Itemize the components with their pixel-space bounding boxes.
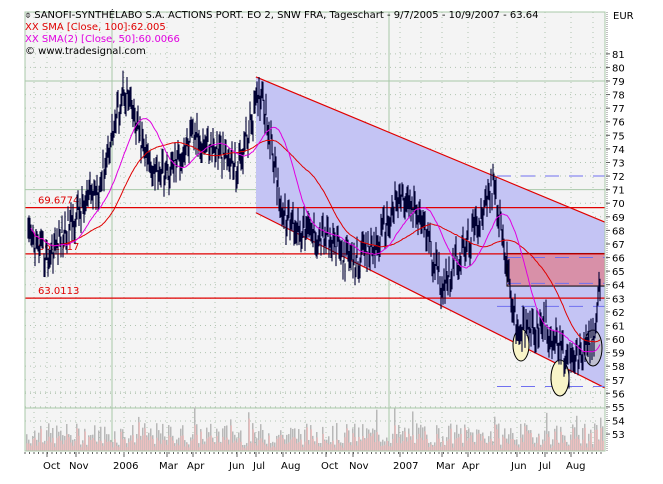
x-tick-label: Apr [462,461,480,472]
y-tick-label: 67 [612,240,625,251]
x-tick-label: Aug [566,461,586,472]
x-tick-label: Mar [436,461,456,472]
x-tick-label: Jun [228,461,245,472]
y-tick-label: 65 [612,267,625,278]
y-tick-label: 62 [612,308,625,319]
y-tick-label: 58 [612,362,625,373]
y-tick-label: 75 [612,131,625,142]
y-tick-label: 57 [612,376,625,387]
y-tick-label: 56 [612,389,625,400]
x-tick-label: 2006 [113,461,138,472]
candlestick-icon: ⌽ [25,10,35,21]
resistance-zone [506,252,606,287]
legend-sma100: XX SMA [Close, 100]:62.005 [25,22,166,33]
y-tick-label: 80 [612,63,625,74]
x-tick-label: Jun [510,461,527,472]
y-tick-label: 64 [612,281,625,292]
y-tick-label: 53 [612,430,625,441]
level-label: 66.2717 [38,242,79,253]
level-label: 63.0113 [38,286,79,297]
x-tick-label: Mar [159,461,179,472]
y-tick-label: 81 [612,50,625,61]
x-tick-label: Nov [69,461,89,472]
y-tick-label: 69 [612,213,625,224]
x-tick-label: Oct [43,461,60,472]
y-tick-label: 66 [612,254,625,265]
y-tick-label: 79 [612,77,625,88]
y-tick-label: 63 [612,294,625,305]
y-tick-label: 72 [612,172,625,183]
x-tick-label: Aug [281,461,301,472]
series-marker-icon: XX [25,34,42,45]
currency-label: EUR [613,11,634,22]
x-axis: Oct Nov 2006 Mar Apr Jun Jul Aug Oct Nov 2007 Mar Ap… [24,452,602,472]
chart-title: ⌽ SANOFI-SYNTHÉLABO S.A. ACTIONS PORT. E… [25,10,539,21]
series-marker-icon: XX [25,22,42,33]
channel-lower [255,212,606,389]
y-tick-label: 77 [612,104,625,115]
x-tick-label: Jul [538,461,551,472]
x-tick-label: Oct [321,461,338,472]
price-series [27,70,601,389]
y-tick-label: 70 [612,199,625,210]
y-axis: 53 54 55 56 57 58 59 60 61 62 63 64 65 66 67 68 69 70 71 72… [606,12,625,451]
sma50-line [30,118,601,353]
moving-averages [30,118,601,353]
legend-sma50: XX SMA(2) [Close, 50]:60.0066 [25,34,180,45]
x-tick-label: Jul [252,461,265,472]
y-tick-label: 55 [612,403,625,414]
zone-box [506,252,606,287]
level-label: 69.6774 [38,196,79,207]
y-tick-label: 74 [612,145,625,156]
volume-bars [26,407,604,451]
channel-upper [255,76,606,223]
y-tick-label: 59 [612,349,625,360]
y-tick-label: 71 [612,186,625,197]
y-tick-label: 76 [612,118,625,129]
price-bars [27,70,601,389]
y-tick-label: 73 [612,158,625,169]
y-tick-label: 60 [612,335,625,346]
x-tick-label: Nov [349,461,369,472]
y-tick-label: 54 [612,417,625,428]
copyright: © www.tradesignal.com [25,46,146,57]
y-tick-label: 68 [612,226,625,237]
sma100-line [32,139,601,343]
x-tick-label: 2007 [393,461,418,472]
chart-legend: ⌽ SANOFI-SYNTHÉLABO S.A. ACTIONS PORT. E… [25,10,539,58]
y-tick-label: 78 [612,91,625,102]
y-tick-label: 61 [612,321,625,332]
x-tick-label: Apr [187,461,205,472]
